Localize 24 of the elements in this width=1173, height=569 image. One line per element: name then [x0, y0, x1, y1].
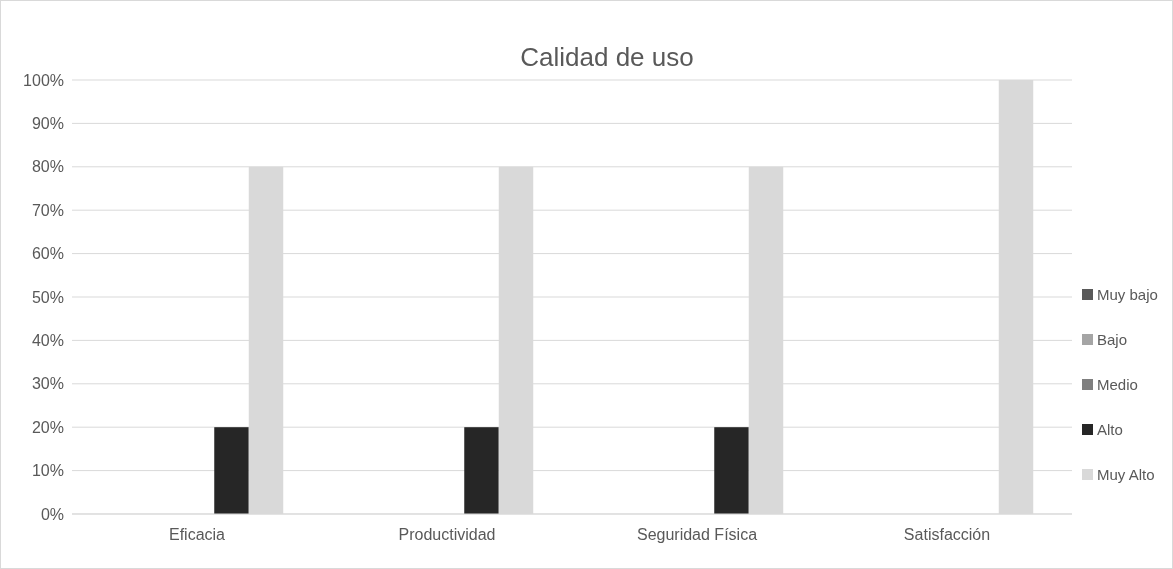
chart-title: Calidad de uso	[520, 42, 694, 72]
legend-label: Muy Alto	[1097, 466, 1155, 484]
x-tick-label: Satisfacción	[903, 526, 991, 543]
x-tick-label: Productividad	[398, 526, 496, 543]
legend-label: Medio	[1097, 376, 1138, 394]
y-tick-label: 100%	[23, 71, 64, 89]
legend-label: Bajo	[1097, 331, 1128, 349]
legend-label: Alto	[1097, 421, 1123, 439]
y-tick-label: 70%	[31, 201, 64, 219]
y-tick-label: 10%	[31, 462, 64, 480]
y-tick-label: 80%	[31, 158, 64, 176]
y-tick-label: 30%	[31, 375, 64, 393]
y-tick-label: 50%	[31, 288, 64, 306]
y-tick-label: 40%	[31, 332, 64, 349]
y-tick-label: 90%	[31, 115, 64, 132]
x-tick-label: Eficacia	[168, 526, 226, 543]
bar	[214, 427, 249, 514]
y-tick-label: 0%	[40, 505, 64, 523]
x-tick-label: Seguridad Física	[636, 526, 758, 543]
legend-label: Muy bajo	[1097, 286, 1158, 304]
bar	[714, 427, 749, 514]
y-tick-label: 60%	[31, 245, 64, 263]
bar	[464, 427, 499, 514]
y-tick-label: 20%	[31, 418, 64, 436]
